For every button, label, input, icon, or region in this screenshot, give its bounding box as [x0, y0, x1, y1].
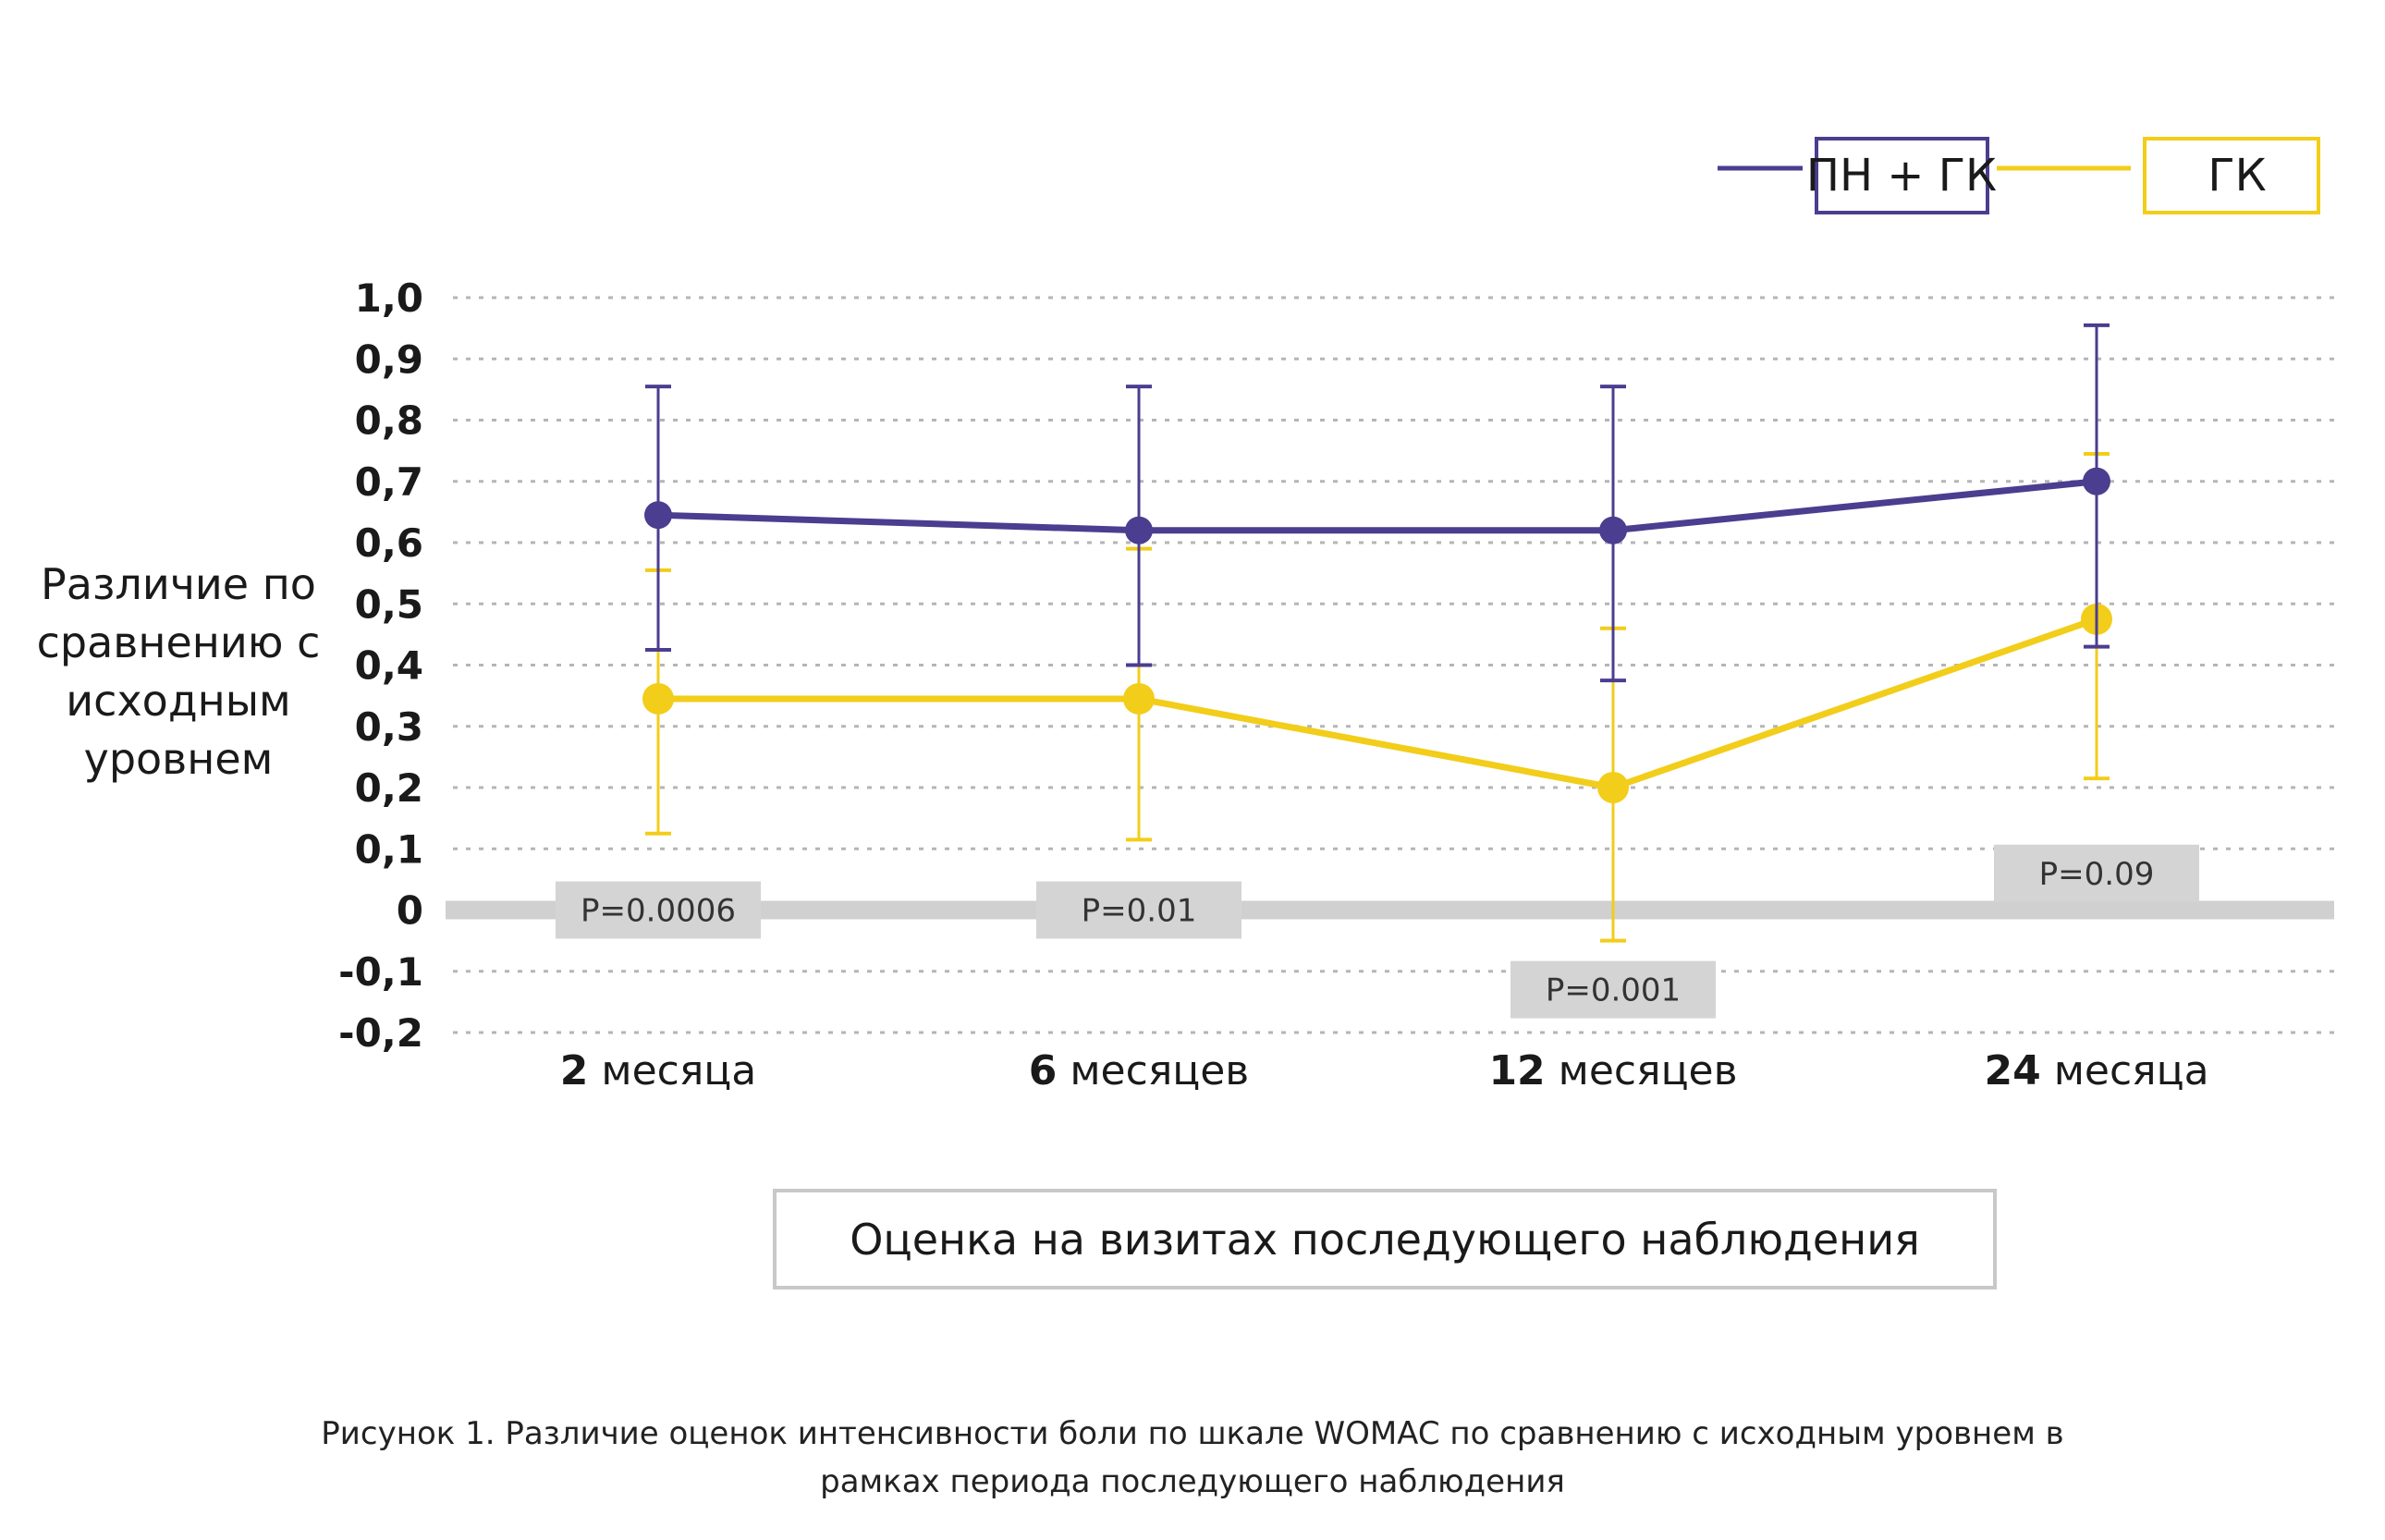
- p-value-label: P=0.01: [1082, 893, 1197, 930]
- legend-box: [2143, 137, 2320, 214]
- data-point: [2083, 467, 2110, 495]
- p-value-boxes: P=0.0006 P=0.01 P=0.001 P=0.09: [556, 844, 2199, 1019]
- y-tick-label: 0,6: [355, 520, 423, 566]
- data-point: [642, 682, 674, 715]
- data-point: [1125, 516, 1153, 544]
- x-tick-label: 24 месяца: [1984, 1047, 2208, 1094]
- zero-line: [446, 900, 2334, 920]
- zero-band: [446, 900, 2334, 920]
- p-value-box: [556, 881, 761, 939]
- series-layer: [642, 323, 2112, 943]
- y-tick-label: 0,3: [355, 704, 423, 750]
- p-value-box: [1510, 960, 1716, 1019]
- data-point: [644, 501, 672, 530]
- x-tick-label: 12 месяцев: [1488, 1047, 1737, 1094]
- x-tick-label: 2 месяца: [560, 1047, 756, 1094]
- legend: ПН + ГК ГК: [1718, 137, 2320, 214]
- y-tick-label: 0,8: [355, 398, 423, 444]
- legend-label: ГК: [2208, 150, 2266, 202]
- y-tick-label: 0,7: [355, 459, 423, 505]
- y-tick-label: -0,2: [338, 1010, 423, 1056]
- series-0: [644, 323, 2110, 683]
- x-tick-labels: 2 месяца 6 месяцев 12 месяцев 24 месяца: [560, 1047, 2209, 1094]
- y-axis-label-line: уровнем: [84, 734, 274, 784]
- y-tick-labels: 1,0 0,9 0,8 0,7 0,6 0,5 0,4 0,3 0,2 0,1 0 -0,1 -0,2: [338, 275, 423, 1056]
- legend-label: ПН + ГК: [1806, 150, 1997, 202]
- y-tick-label: 0,1: [355, 826, 423, 872]
- y-tick-label: 0: [397, 888, 423, 934]
- y-axis-label-line: Различие по: [41, 559, 316, 609]
- y-axis-label: Различие по сравнению с исходным уровнем: [37, 559, 321, 784]
- y-tick-label: 1,0: [355, 275, 423, 321]
- legend-box: [1815, 137, 1989, 214]
- data-point: [1597, 772, 1629, 803]
- x-axis-label: Оценка на визитах последующего наблюдени…: [850, 1215, 1920, 1265]
- series-line: [658, 616, 2098, 791]
- p-value-box: [1036, 881, 1241, 939]
- series-1: [642, 451, 2112, 943]
- series-line: [657, 478, 2098, 534]
- y-axis-label-line: сравнению с: [37, 617, 321, 667]
- p-value-label: P=0.09: [2039, 856, 2155, 893]
- caption-line-1: Рисунок 1. Различие оценок интенсивности…: [321, 1415, 2064, 1452]
- p-value-label: P=0.0006: [581, 893, 736, 930]
- caption-line-2: рамках периода последующего наблюдения: [820, 1463, 1565, 1500]
- x-tick-label: 6 месяцев: [1029, 1047, 1250, 1094]
- p-value-label: P=0.001: [1546, 972, 1681, 1009]
- grid-lines: [453, 296, 2334, 1034]
- y-tick-label: 0,9: [355, 336, 423, 382]
- y-tick-label: -0,1: [338, 949, 423, 995]
- data-point: [1599, 516, 1627, 544]
- y-tick-label: 0,4: [355, 643, 423, 689]
- x-axis-label: Оценка на визитах последующего наблюдени…: [773, 1189, 1997, 1289]
- y-tick-label: 0,5: [355, 581, 423, 627]
- data-point: [1123, 682, 1155, 715]
- y-axis-label-line: исходным: [66, 676, 290, 726]
- figure-caption: Рисунок 1. Различие оценок интенсивности…: [0, 1410, 2385, 1506]
- x-axis-label-box: [773, 1189, 1997, 1289]
- y-tick-label: 0,2: [355, 765, 423, 811]
- p-value-box: [1994, 844, 2199, 902]
